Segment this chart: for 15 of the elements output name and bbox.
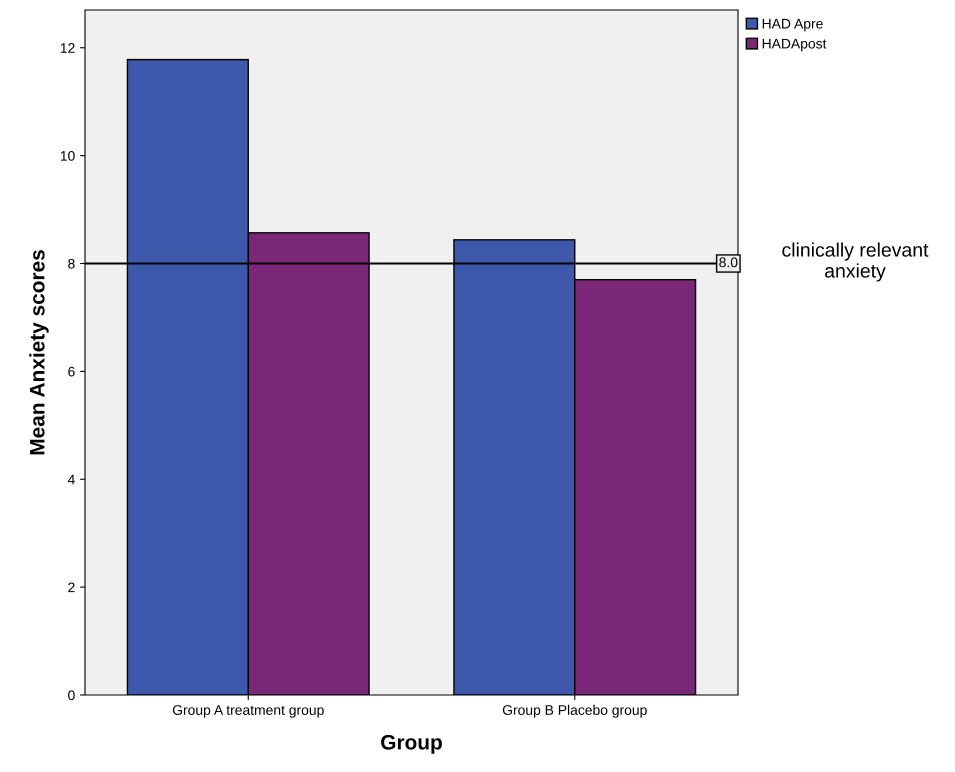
legend-label: HAD Apre: [762, 18, 823, 32]
y-tick-label: 2: [68, 582, 75, 592]
ref-line-label: 8.0: [719, 257, 738, 268]
x-tick-label: Group A treatment group: [172, 705, 324, 718]
legend-label: HADApost: [762, 38, 826, 52]
y-tick-label: 4: [68, 474, 75, 484]
y-tick-label: 12: [60, 43, 75, 53]
y-axis-title: Mean Anxiety scores: [29, 250, 49, 454]
x-tick-label: Group B Placebo group: [502, 704, 647, 718]
y-tick-label: 6: [68, 366, 75, 377]
y-tick-label: 0: [68, 690, 75, 700]
y-tick-label: 10: [60, 150, 75, 161]
text: clinically relevant anxiety: [782, 242, 928, 282]
y-tick-label: 8: [68, 258, 75, 269]
x-axis-title: Group: [381, 734, 442, 754]
